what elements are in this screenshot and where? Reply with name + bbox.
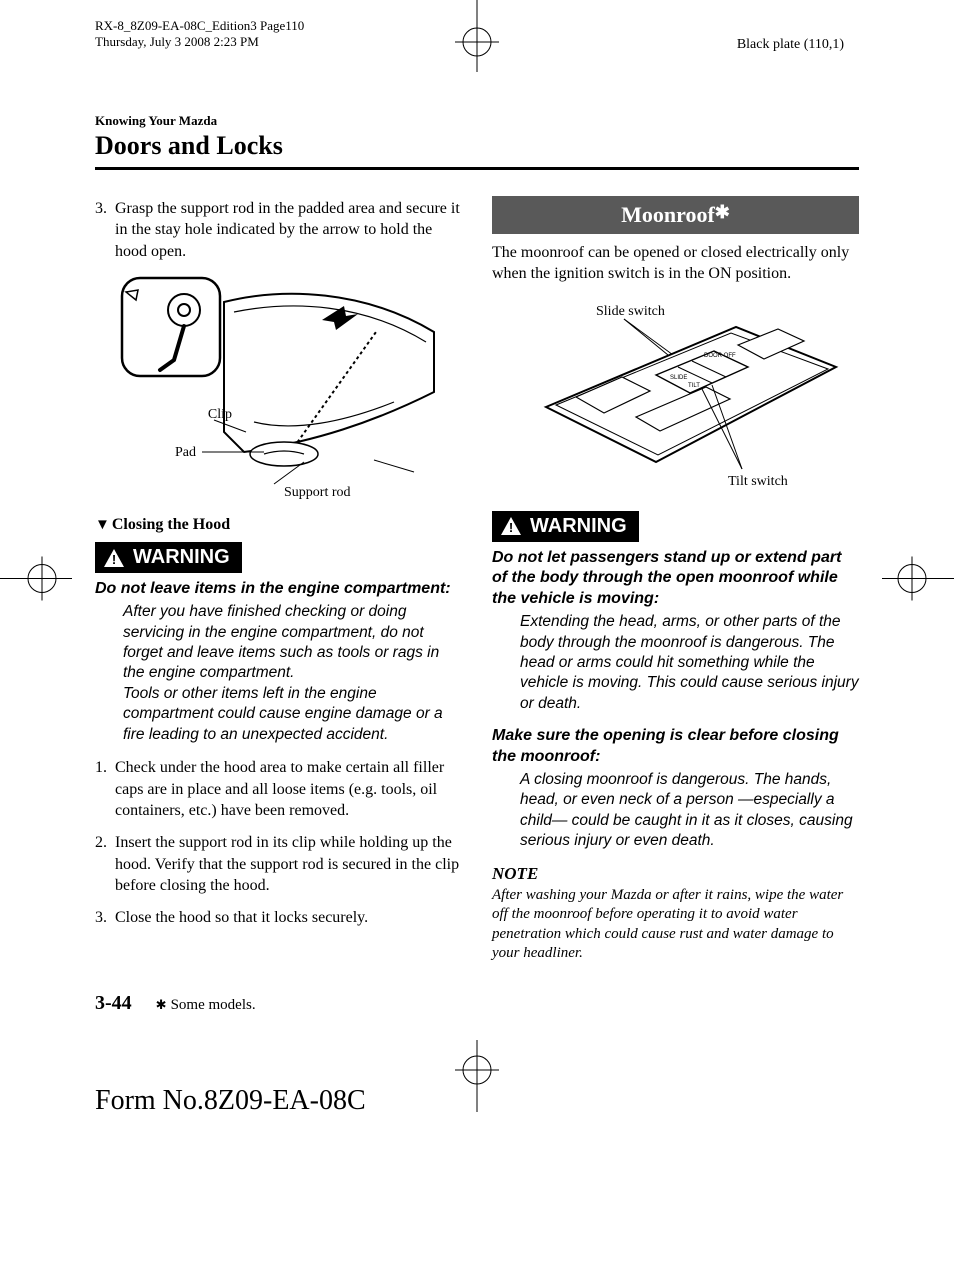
fig-label-pad: Pad	[175, 445, 196, 460]
step-number: 3.	[95, 198, 115, 263]
warning-label-text: WARNING	[530, 515, 627, 538]
form-number: Form No.8Z09-EA-08C	[95, 1085, 954, 1117]
warning-heading-passengers: Do not let passengers stand up or extend…	[492, 548, 859, 610]
section-label: Knowing Your Mazda	[95, 113, 859, 129]
warning-body-engine-items: After you have finished checking or doin…	[95, 602, 462, 745]
moonroof-banner: Moonroof✱	[492, 196, 859, 234]
left-column: 3. Grasp the support rod in the padded a…	[95, 198, 462, 964]
fig-label-support-rod: Support rod	[284, 485, 351, 500]
some-models-asterisk-icon: ✱	[156, 997, 167, 1013]
registration-mark-left	[0, 548, 72, 613]
closing-hood-subhead: ▼Closing the Hood	[95, 516, 462, 534]
closing-hood-title: Closing the Hood	[112, 516, 230, 533]
registration-mark-right	[882, 548, 954, 613]
note-heading: NOTE	[492, 864, 859, 884]
moonroof-switch-figure: Slide switch DOOR OFF SLIDE TILT	[492, 297, 859, 497]
triangle-marker-icon: ▼	[95, 517, 110, 533]
warning-heading-closing-clear: Make sure the opening is clear before cl…	[492, 726, 859, 768]
hood-open-step3: 3. Grasp the support rod in the padded a…	[95, 198, 462, 263]
warning-triangle-icon: !	[500, 516, 522, 536]
closing-step3: 3. Close the hood so that it locks secur…	[95, 907, 462, 929]
warning-body-closing-clear: A closing moonroof is dangerous. The han…	[492, 770, 859, 852]
step-text: Check under the hood area to make certai…	[115, 757, 462, 822]
warning-triangle-icon: !	[103, 548, 125, 568]
step-number: 1.	[95, 757, 115, 822]
fig-label-slide: Slide switch	[596, 304, 665, 319]
svg-text:!: !	[509, 520, 513, 535]
fig-label-clip: Clip	[207, 407, 231, 422]
registration-mark-top	[447, 0, 507, 77]
step-number: 3.	[95, 907, 115, 929]
moonroof-intro: The moonroof can be opened or closed ele…	[492, 242, 859, 285]
closing-step2: 2. Insert the support rod in its clip wh…	[95, 832, 462, 897]
step-text: Grasp the support rod in the padded area…	[115, 198, 462, 263]
two-column-layout: 3. Grasp the support rod in the padded a…	[95, 198, 859, 964]
warning-badge: ! WARNING	[492, 511, 639, 542]
page-number: 3-44	[95, 992, 132, 1015]
section-title: Doors and Locks	[95, 131, 859, 161]
step-number: 2.	[95, 832, 115, 897]
closing-step1: 1. Check under the hood area to make cer…	[95, 757, 462, 822]
svg-text:SLIDE: SLIDE	[670, 375, 687, 381]
header-doc-line2: Thursday, July 3 2008 2:23 PM	[95, 34, 304, 50]
fig-label-tilt: Tilt switch	[728, 474, 788, 489]
note-body: After washing your Mazda or after it rai…	[492, 886, 859, 964]
some-models-note: Some models.	[171, 997, 256, 1014]
page-footer-row: 3-44 ✱ Some models.	[95, 992, 859, 1015]
warning-badge: ! WARNING	[95, 542, 242, 573]
header-doc-info: RX-8_8Z09-EA-08C_Edition3 Page110 Thursd…	[95, 18, 304, 51]
hood-support-rod-figure: Clip Pad Support rod	[95, 272, 462, 502]
svg-text:TILT: TILT	[688, 383, 700, 389]
section-rule	[95, 167, 859, 170]
registration-mark-bottom	[447, 1040, 507, 1117]
warning-heading-engine-items: Do not leave items in the engine compart…	[95, 579, 462, 600]
svg-text:!: !	[112, 552, 116, 567]
header-doc-line1: RX-8_8Z09-EA-08C_Edition3 Page110	[95, 18, 304, 34]
step-text: Close the hood so that it locks securely…	[115, 907, 462, 929]
header-plate: Black plate (110,1)	[737, 18, 934, 54]
warning-body-passengers: Extending the head, arms, or other parts…	[492, 612, 859, 714]
warning-label-text: WARNING	[133, 546, 230, 569]
moonroof-title: Moonroof	[621, 202, 715, 227]
step-text: Insert the support rod in its clip while…	[115, 832, 462, 897]
svg-text:DOOR OFF: DOOR OFF	[704, 353, 736, 359]
some-models-asterisk-icon: ✱	[715, 202, 730, 222]
right-column: Moonroof✱ The moonroof can be opened or …	[492, 198, 859, 964]
